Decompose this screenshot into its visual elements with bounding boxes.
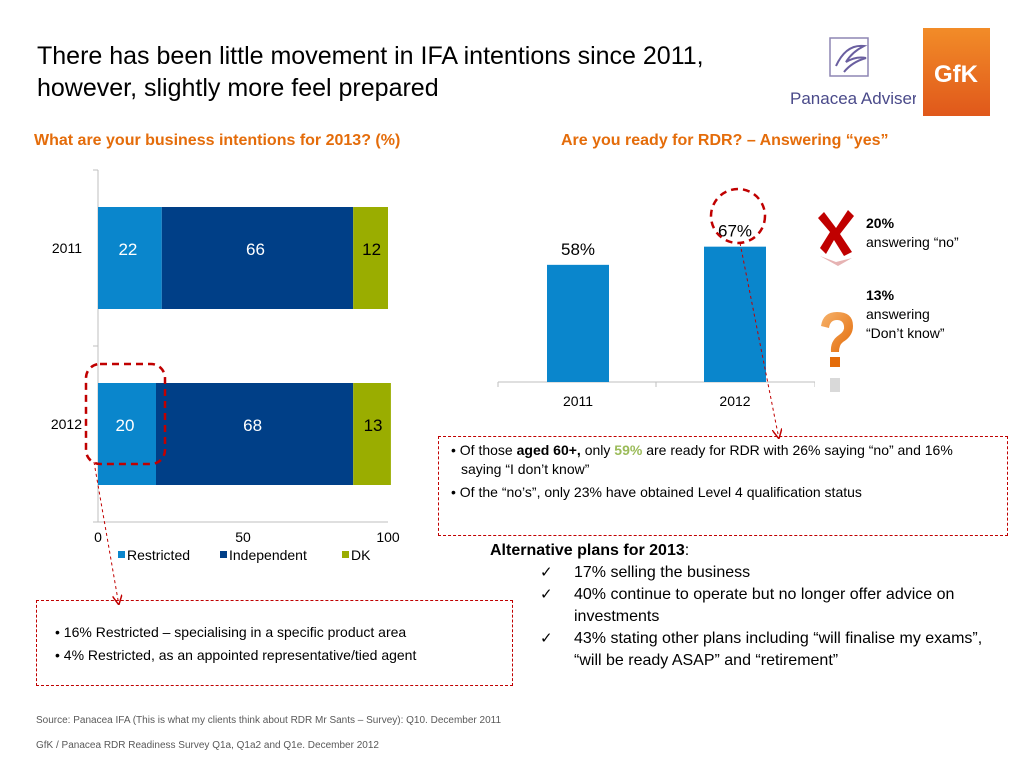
bar-ready-2011 xyxy=(547,264,609,382)
legend-swatch xyxy=(220,551,227,558)
x-tick-label: 2011 xyxy=(563,393,593,409)
legend-label: Independent xyxy=(229,547,307,563)
legend-swatch xyxy=(342,551,349,558)
no-answer-label: 20% answering “no” xyxy=(866,214,1006,252)
alternative-plans: Alternative plans for 2013: ✓ 17% selling… xyxy=(490,540,1010,672)
restricted-bullet-2: • 4% Restricted, as an appointed represe… xyxy=(55,647,417,663)
bar-independent-2011 xyxy=(161,207,354,309)
data-label: 58% xyxy=(561,240,595,259)
y-tick-label: 2012 xyxy=(51,416,82,432)
check-icon: ✓ xyxy=(540,564,553,581)
b1-pre: Of those xyxy=(459,442,517,458)
bar-dk-2012 xyxy=(353,383,391,485)
red-cross-icon xyxy=(818,208,858,266)
check-icon: ✓ xyxy=(540,586,553,603)
gfk-logo: GfK xyxy=(923,28,990,116)
alt-plans-list: ✓ 17% selling the business ✓ 40% continue … xyxy=(490,562,1010,672)
b1-highlight: 59% xyxy=(614,442,643,458)
no-answer-value: 20% xyxy=(866,215,895,231)
insight-bullet-1: • Of those aged 60+, only 59% are ready … xyxy=(451,442,953,477)
source-note-2: GfK / Panacea RDR Readiness Survey Q1a, … xyxy=(36,740,379,751)
insight-bullet-2: • Of the “no’s”, only 23% have obtained … xyxy=(451,484,862,500)
list-item: ✓ 40% continue to operate but no longer o… xyxy=(540,586,955,625)
restricted-bullet-1: • 16% Restricted – specialising in a spe… xyxy=(55,624,407,640)
data-label: 66 xyxy=(246,240,265,259)
left-chart-subtitle: What are your business intentions for 20… xyxy=(34,132,401,149)
restricted-insight-box: • 16% Restricted – specialising in a spe… xyxy=(36,600,513,686)
data-label: 68 xyxy=(243,416,262,435)
legend-label: DK xyxy=(351,547,371,563)
data-label: 22 xyxy=(118,240,137,259)
data-label: 20 xyxy=(116,416,135,435)
x-tick-label: 2012 xyxy=(719,393,750,409)
list-item: ✓ 43% stating other plans including “will… xyxy=(540,630,983,669)
panacea-adviser-logo: Panacea Adviser xyxy=(786,32,918,114)
b1-post: are ready for RDR with 26% saying “no” a… xyxy=(461,442,953,477)
dont-know-text-2: “Don’t know” xyxy=(866,325,945,341)
question-mark-icon xyxy=(815,310,859,396)
page-title: There has been little movement in IFA in… xyxy=(37,40,817,104)
x-tick-label: 100 xyxy=(376,529,400,545)
bar-restricted-2011 xyxy=(98,207,162,309)
data-label: 12 xyxy=(362,240,381,259)
y-tick-label: 2011 xyxy=(52,240,82,256)
gfk-logo-text: GfK xyxy=(934,61,979,88)
dont-know-label: 13% answering “Don’t know” xyxy=(866,286,1006,343)
title-line-1: There has been little movement in IFA in… xyxy=(37,42,704,70)
b2-text: Of the “no’s”, only 23% have obtained Le… xyxy=(459,484,862,500)
x-tick-label: 0 xyxy=(94,529,102,545)
alt-plans-heading: Alternative plans for 2013 xyxy=(490,542,685,559)
no-answer-text: answering “no” xyxy=(866,234,959,250)
b1-mid: only xyxy=(580,442,615,458)
source-note-1: Source: Panacea IFA (This is what my cli… xyxy=(36,715,502,726)
b1-bold: aged 60+, xyxy=(516,442,581,458)
bar-dk-2011 xyxy=(353,207,388,309)
dont-know-text-1: answering xyxy=(866,306,930,322)
business-intentions-chart: 2011 22 66 12 2012 20 68 13 0 50 100 Restricted Inde… xyxy=(0,160,440,590)
legend-swatch xyxy=(118,551,125,558)
age-60-insight-box: • Of those aged 60+, only 59% are ready … xyxy=(438,436,1008,536)
title-line-2: however, slightly more feel prepared xyxy=(37,74,439,102)
check-icon: ✓ xyxy=(540,630,553,647)
rdr-ready-chart: 58% 2011 67% 2012 xyxy=(470,160,816,425)
panacea-logo-text: Panacea Adviser xyxy=(790,89,916,108)
list-item: ✓ 17% selling the business xyxy=(540,562,1010,584)
legend-label: Restricted xyxy=(127,547,190,563)
bar-ready-2012 xyxy=(704,246,766,382)
right-chart-subtitle: Are you ready for RDR? – Answering “yes” xyxy=(561,132,889,149)
business-intentions-svg: 2011 22 66 12 2012 20 68 13 0 50 100 Restricted Inde… xyxy=(51,169,400,563)
x-tick-label: 50 xyxy=(235,529,251,545)
dont-know-value: 13% xyxy=(866,287,895,303)
bar-independent-2012 xyxy=(156,383,354,485)
data-label: 13 xyxy=(364,416,383,435)
rdr-ready-svg: 58% 2011 67% 2012 xyxy=(497,222,816,409)
data-label: 67% xyxy=(718,222,752,241)
